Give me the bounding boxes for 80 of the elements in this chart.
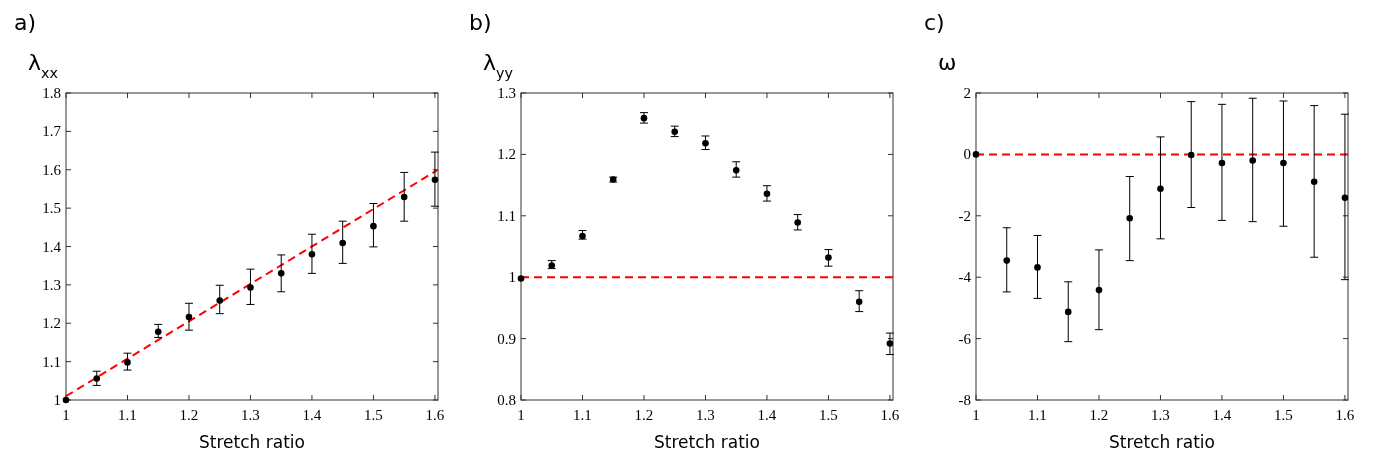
- y-tick-label: 1.2: [497, 146, 516, 163]
- y-tick-label: 1.8: [42, 85, 61, 101]
- x-tick-label: 1.1: [118, 407, 137, 423]
- y-tick-label: 1.1: [497, 207, 516, 224]
- x-axis-title: Stretch ratio: [1109, 432, 1215, 452]
- y-tick-label: 0: [963, 146, 971, 163]
- y-tick-label: 1.3: [42, 276, 61, 293]
- point: [185, 313, 193, 321]
- x-tick-label: 1.2: [1089, 407, 1109, 423]
- x-tick-label: 1.5: [364, 407, 383, 423]
- point: [1218, 159, 1226, 167]
- y-tick-label: 2: [963, 85, 971, 101]
- point: [216, 297, 224, 304]
- point: [855, 298, 863, 306]
- x-tick-label: 1.3: [1151, 407, 1170, 423]
- y-axis-title: ω: [938, 50, 957, 75]
- point: [1064, 308, 1072, 316]
- chart-title: a): [14, 10, 37, 35]
- point: [732, 167, 740, 174]
- x-tick-label: 1.2: [179, 407, 199, 423]
- y-tick-label: 1.4: [42, 238, 62, 255]
- y-tick-label: 1.1: [42, 353, 61, 370]
- x-tick-label: 1.4: [1212, 407, 1232, 423]
- y-tick-label: 0.8: [497, 392, 516, 408]
- point: [154, 328, 162, 335]
- x-tick-label: 1.6: [1335, 407, 1355, 423]
- point: [886, 340, 894, 347]
- point: [400, 193, 408, 201]
- point: [308, 250, 316, 258]
- x-tick-label: 1.3: [241, 407, 260, 423]
- y-tick-label: -8: [958, 392, 971, 408]
- point: [1095, 286, 1103, 294]
- y-tick-label: 1.6: [42, 161, 62, 178]
- chart-title: c): [924, 10, 945, 35]
- chart-title: b): [469, 10, 492, 35]
- x-tick-label: 1.4: [757, 407, 777, 423]
- x-tick-label: 1.6: [880, 407, 900, 423]
- y-tick-label: 1.5: [42, 200, 61, 217]
- point: [702, 140, 709, 147]
- y-axis-title: λ$_{xx}$: [28, 50, 58, 81]
- x-tick-label: 1.6: [425, 407, 445, 423]
- point: [339, 239, 346, 247]
- point: [247, 284, 254, 291]
- point: [277, 270, 285, 277]
- y-tick-label: -2: [958, 207, 971, 224]
- y-axis-title: λ$_{yy}$: [483, 50, 514, 81]
- point: [763, 190, 771, 197]
- y-tick-label: 1: [508, 269, 516, 286]
- x-tick-label: 1.5: [1274, 407, 1293, 423]
- x-tick-label: 1.5: [819, 407, 838, 423]
- point: [794, 219, 801, 226]
- point: [1126, 214, 1134, 222]
- y-tick-label: 1.7: [42, 123, 62, 140]
- y-tick-label: 1: [53, 392, 61, 408]
- point: [1280, 159, 1287, 167]
- point: [1034, 264, 1041, 271]
- point: [93, 375, 101, 382]
- y-tick-label: 1.3: [497, 85, 516, 101]
- x-tick-label: 1.1: [1028, 407, 1047, 423]
- point: [1187, 151, 1195, 159]
- point: [1249, 157, 1256, 164]
- point: [825, 254, 832, 261]
- point: [1157, 185, 1164, 193]
- y-tick-label: -6: [958, 330, 972, 347]
- y-tick-label: -4: [958, 269, 972, 286]
- x-axis-title: Stretch ratio: [654, 432, 760, 452]
- y-tick-label: 0.9: [497, 330, 516, 347]
- point: [1341, 194, 1349, 201]
- x-tick-label: 1.4: [302, 407, 322, 423]
- point: [124, 359, 131, 366]
- x-axis-title: Stretch ratio: [199, 432, 305, 452]
- point: [1003, 257, 1011, 264]
- y-tick-label: 1.2: [42, 315, 61, 332]
- x-tick-label: 1.1: [573, 407, 592, 423]
- point: [370, 222, 377, 230]
- point: [517, 275, 525, 282]
- x-tick-label: 1.2: [634, 407, 654, 423]
- point: [431, 176, 439, 184]
- point: [1310, 178, 1318, 186]
- x-tick-label: 1.3: [696, 407, 715, 423]
